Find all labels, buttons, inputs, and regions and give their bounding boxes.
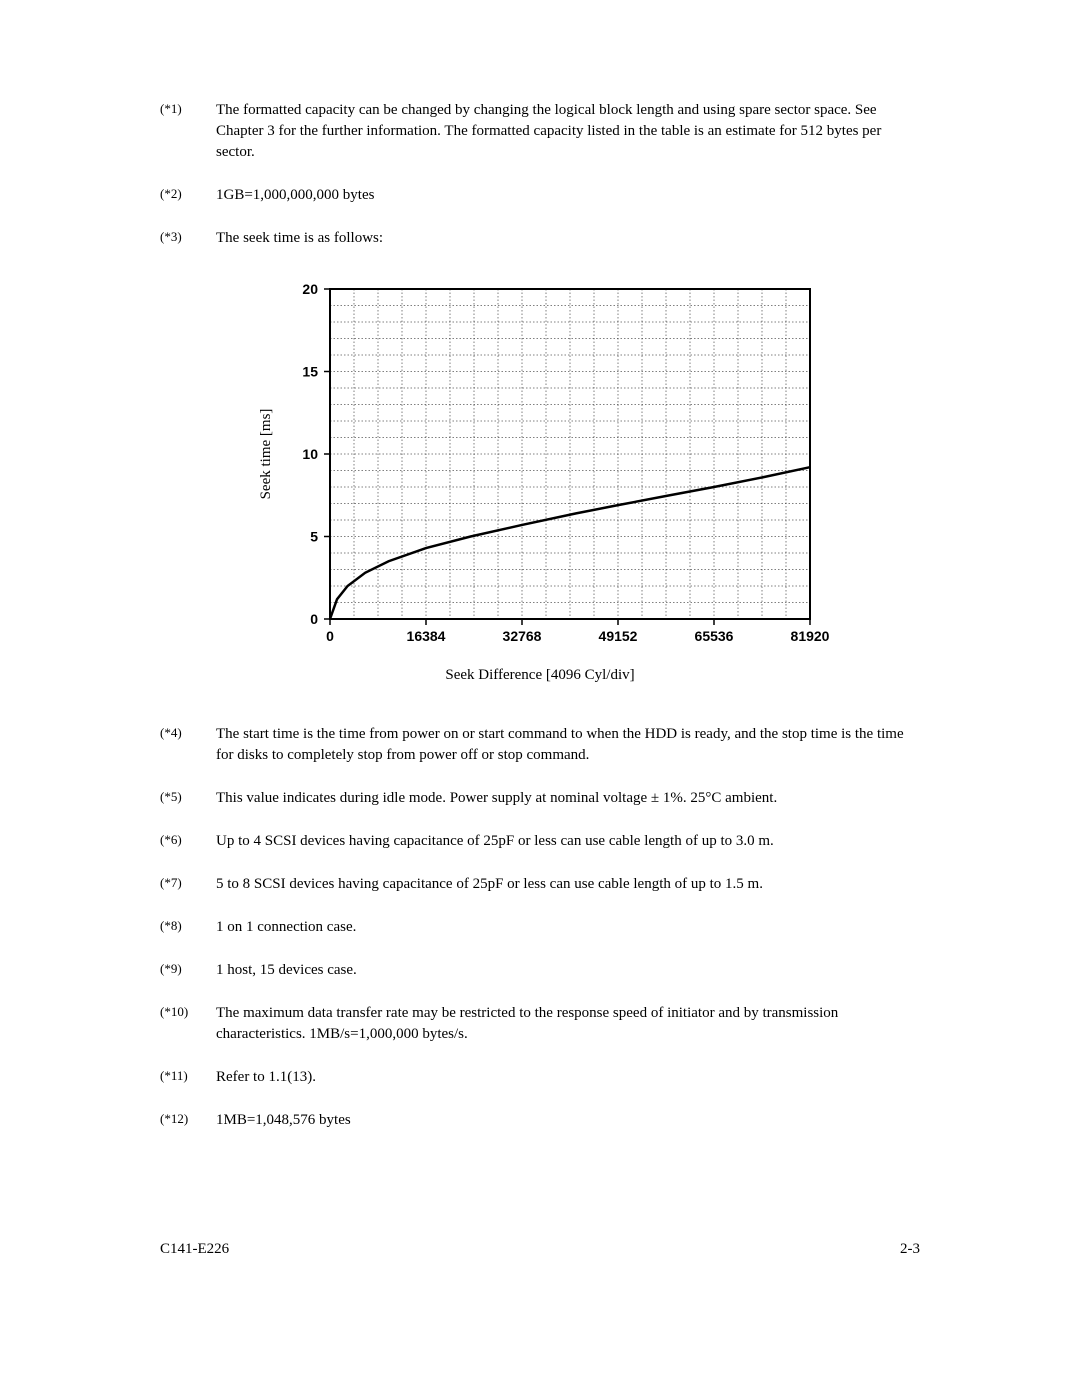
- note-label: (*12): [160, 1110, 216, 1131]
- chart-x-caption: Seek Difference [4096 Cyl/div]: [445, 667, 634, 684]
- note-label: (*10): [160, 1003, 216, 1045]
- note-label: (*3): [160, 228, 216, 249]
- svg-text:Seek time [ms]: Seek time [ms]: [258, 409, 274, 500]
- note-row-11: (*11) Refer to 1.1(13).: [160, 1067, 920, 1088]
- svg-text:65536: 65536: [695, 628, 734, 644]
- note-text: 5 to 8 SCSI devices having capacitance o…: [216, 874, 920, 895]
- note-row-12: (*12) 1MB=1,048,576 bytes: [160, 1110, 920, 1131]
- note-text: 1 host, 15 devices case.: [216, 960, 920, 981]
- note-row-7: (*7) 5 to 8 SCSI devices having capacita…: [160, 874, 920, 895]
- note-label: (*5): [160, 788, 216, 809]
- note-text: 1GB=1,000,000,000 bytes: [216, 185, 920, 206]
- note-label: (*2): [160, 185, 216, 206]
- note-row-6: (*6) Up to 4 SCSI devices having capacit…: [160, 831, 920, 852]
- note-row-9: (*9) 1 host, 15 devices case.: [160, 960, 920, 981]
- note-row-10: (*10) The maximum data transfer rate may…: [160, 1003, 920, 1045]
- svg-text:0: 0: [310, 611, 318, 627]
- note-text: The formatted capacity can be changed by…: [216, 100, 920, 163]
- svg-text:10: 10: [302, 446, 318, 462]
- svg-text:49152: 49152: [599, 628, 638, 644]
- note-text: 1MB=1,048,576 bytes: [216, 1110, 920, 1131]
- note-label: (*1): [160, 100, 216, 163]
- svg-text:16384: 16384: [407, 628, 446, 644]
- note-label: (*11): [160, 1067, 216, 1088]
- note-row-4: (*4) The start time is the time from pow…: [160, 724, 920, 766]
- svg-text:15: 15: [302, 364, 318, 380]
- note-row-2: (*2) 1GB=1,000,000,000 bytes: [160, 185, 920, 206]
- note-label: (*9): [160, 960, 216, 981]
- page-footer: C141-E226 2-3: [160, 1241, 920, 1258]
- note-label: (*6): [160, 831, 216, 852]
- note-text: The maximum data transfer rate may be re…: [216, 1003, 920, 1045]
- note-text: The seek time is as follows:: [216, 228, 920, 249]
- svg-text:81920: 81920: [791, 628, 830, 644]
- note-row-8: (*8) 1 on 1 connection case.: [160, 917, 920, 938]
- seek-time-chart: 0 16384 32768 49152 65536 81920 0 5 10 15 20 Seek t…: [160, 279, 920, 684]
- svg-text:5: 5: [310, 529, 318, 545]
- note-label: (*7): [160, 874, 216, 895]
- svg-text:20: 20: [302, 281, 318, 297]
- footer-left: C141-E226: [160, 1241, 229, 1258]
- note-text: Up to 4 SCSI devices having capacitance …: [216, 831, 920, 852]
- note-label: (*4): [160, 724, 216, 766]
- chart-svg: 0 16384 32768 49152 65536 81920 0 5 10 15 20 Seek t…: [250, 279, 830, 659]
- note-label: (*8): [160, 917, 216, 938]
- svg-text:32768: 32768: [503, 628, 542, 644]
- note-text: 1 on 1 connection case.: [216, 917, 920, 938]
- footer-right: 2-3: [900, 1241, 920, 1258]
- svg-text:0: 0: [326, 628, 334, 644]
- note-row-5: (*5) This value indicates during idle mo…: [160, 788, 920, 809]
- note-text: This value indicates during idle mode. P…: [216, 788, 920, 809]
- note-row-1: (*1) The formatted capacity can be chang…: [160, 100, 920, 163]
- note-text: The start time is the time from power on…: [216, 724, 920, 766]
- note-row-3: (*3) The seek time is as follows:: [160, 228, 920, 249]
- note-text: Refer to 1.1(13).: [216, 1067, 920, 1088]
